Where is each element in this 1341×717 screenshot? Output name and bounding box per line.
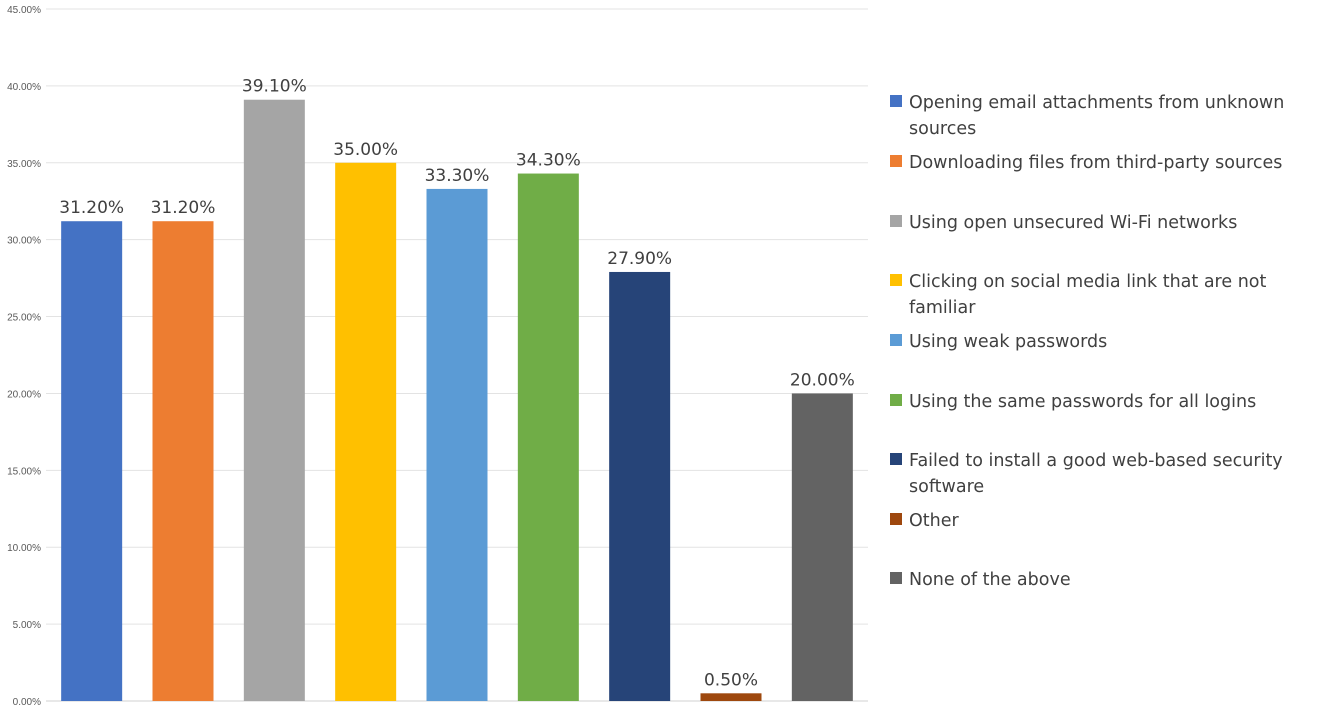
bar-data-label: 34.30% [516,151,581,171]
y-tick-label: 5.00% [13,620,41,631]
data-labels: 31.20% 31.20% 39.10% 35.00% 33.30% 34.30% 27.9… [59,77,854,691]
legend-label: None of the above [909,570,1071,590]
legend-label: Opening email attachments from unknown s… [909,93,1285,139]
bar [609,271,671,701]
legend-swatch [890,453,902,465]
legend-label: Failed to install a good web-based secur… [909,451,1283,497]
y-tick-label: 0.00% [13,697,41,708]
bar-data-label: 27.90% [607,249,672,269]
y-tick-label: 30.00% [7,236,41,247]
legend-label: Downloading files from third-party sourc… [909,153,1283,173]
bar [152,221,214,702]
legend-item: Failed to install a good web-based secur… [890,448,1334,500]
legend-swatch [890,334,902,346]
bar [700,693,762,701]
bar [426,188,488,702]
bar [243,99,305,702]
y-axis-tick-labels: 0.00% 5.00% 10.00% 15.00% 20.00% 25.00% 30.00%… [7,5,41,708]
legend-item: Using the same passwords for all logins [890,389,1334,415]
legend-item: Other [890,508,1334,534]
y-tick-label: 35.00% [7,159,41,170]
bar-chart: 0.00% 5.00% 10.00% 15.00% 20.00% 25.00% 30.00%… [7,5,868,708]
legend-swatch [890,215,902,227]
y-tick-label: 15.00% [7,466,41,477]
legend-label: Using open unsecured Wi-Fi networks [909,213,1238,233]
bars [61,99,853,702]
legend-label: Clicking on social media link that are n… [909,272,1267,318]
bar-data-label: 31.20% [59,198,124,218]
bar [791,393,853,701]
legend-item: Using open unsecured Wi-Fi networks [890,210,1334,236]
bar-data-label: 31.20% [151,198,216,218]
y-tick-label: 45.00% [7,5,41,16]
legend-swatch [890,155,902,167]
bar [335,162,397,701]
bar-data-label: 39.10% [242,77,307,97]
bar-data-label: 33.30% [425,166,490,186]
legend-item: Downloading files from third-party sourc… [890,150,1334,176]
bar [61,221,123,702]
y-tick-label: 25.00% [7,313,41,324]
legend-item: Using weak passwords [890,329,1334,355]
legend-swatch [890,513,902,525]
legend-label: Using the same passwords for all logins [909,392,1257,412]
y-tick-label: 20.00% [7,389,41,400]
legend-swatch [890,572,902,584]
bar-data-label: 0.50% [704,670,758,690]
y-tick-label: 10.00% [7,543,41,554]
y-tick-label: 40.00% [7,82,41,93]
legend-label: Using weak passwords [909,332,1108,352]
bar-data-label: 20.00% [790,370,855,390]
bar [517,173,579,701]
legend-swatch [890,95,902,107]
legend-label: Other [909,511,959,531]
legend-swatch [890,274,902,286]
legend-swatch [890,394,902,406]
legend-item: Opening email attachments from unknown s… [890,90,1334,142]
bar-data-label: 35.00% [333,140,398,160]
legend-item: Clicking on social media link that are n… [890,269,1334,321]
legend-item: None of the above [890,567,1334,593]
